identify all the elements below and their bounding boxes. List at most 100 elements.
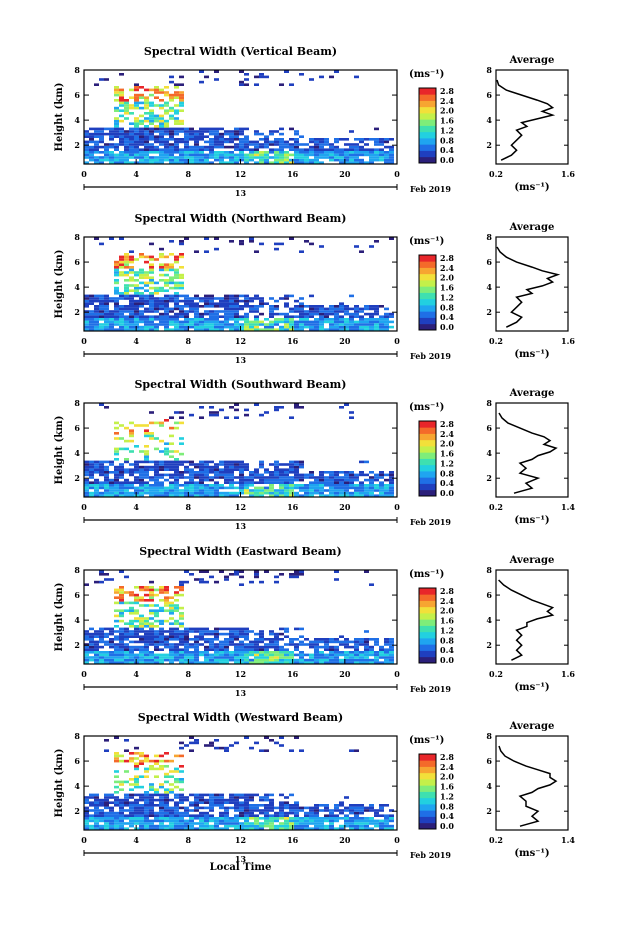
y-tick-label: 6 (74, 423, 80, 433)
colorbar-swatch (419, 100, 436, 108)
colorbar-swatch (419, 822, 436, 830)
colorbar-swatch (419, 656, 436, 664)
colorbar-swatch (419, 150, 436, 158)
panel-title: Spectral Width (Eastward Beam) (139, 545, 341, 558)
colorbar-swatch (419, 631, 436, 639)
colorbar-swatch (419, 471, 436, 478)
x-tick-label: 16 (287, 669, 299, 679)
average-y-tick-label: 8 (486, 565, 492, 575)
average-x-tick-label: 1.6 (561, 169, 575, 179)
colorbar-tick-label: 1.2 (440, 125, 454, 135)
colorbar-swatch (419, 804, 436, 811)
colorbar: 2.82.42.01.61.20.80.40.0 (418, 419, 454, 498)
colorbar-swatch (419, 156, 436, 164)
colorbar-swatch (419, 273, 436, 281)
colorbar-swatch (419, 311, 436, 318)
colorbar-tick-label: 2.0 (440, 772, 454, 782)
date-label: Feb 2019 (410, 351, 451, 361)
average-y-tick-label: 2 (486, 140, 492, 150)
date-tick-label: 13 (235, 188, 247, 198)
colorbar-tick-label: 1.6 (440, 616, 454, 626)
colorbar-swatch (419, 613, 436, 620)
colorbar-tick-label: 1.2 (440, 292, 454, 302)
colorbar-swatch (419, 791, 436, 799)
colorbar-swatch (419, 427, 436, 434)
colorbar-tick-label: 0.0 (440, 655, 454, 665)
colorbar-swatch (419, 588, 436, 595)
average-title: Average (509, 222, 555, 233)
x-tick-label: 16 (287, 336, 299, 346)
colorbar: 2.82.42.01.61.20.80.40.0 (418, 86, 454, 165)
average-x-tick-label: 0.2 (489, 336, 503, 346)
y-tick-label: 8 (74, 398, 80, 408)
y-tick-label: 4 (74, 615, 80, 625)
colorbar-unit: (ms⁻¹) (409, 236, 444, 247)
x-tick-label: 4 (133, 169, 139, 179)
average-x-tick-label: 0.2 (489, 669, 503, 679)
colorbar-swatch (419, 810, 436, 817)
average-profile-line (496, 246, 561, 328)
average-profile-line (498, 745, 558, 827)
colorbar-tick-label: 1.2 (440, 791, 454, 801)
colorbar-tick-label: 1.6 (440, 449, 454, 459)
panel-2: Spectral Width (Northward Beam) 2 4 6 8 Heigh… (54, 212, 575, 365)
average-x-tick-label: 0.2 (489, 835, 503, 845)
colorbar-swatch (419, 785, 436, 792)
x-tick-label: 4 (133, 835, 139, 845)
panel-3: Spectral Width (Southward Beam) 2 4 6 8 Heigh… (54, 378, 575, 531)
colorbar-swatch (419, 452, 436, 459)
panel-title: Spectral Width (Vertical Beam) (144, 45, 337, 58)
x-tick-label: 20 (339, 169, 351, 179)
y-tick-label: 4 (74, 115, 80, 125)
y-tick-label: 2 (74, 307, 80, 317)
colorbar-tick-label: 0.0 (440, 322, 454, 332)
average-frame (495, 569, 569, 665)
y-tick-label: 8 (74, 565, 80, 575)
colorbar-tick-label: 0.8 (440, 135, 454, 145)
x-tick-label: 0 (81, 502, 87, 512)
average-x-tick-label: 0.2 (489, 169, 503, 179)
x-tick-label: 8 (186, 502, 192, 512)
average-x-unit: (ms⁻¹) (514, 349, 549, 360)
x-tick-label: 0 (394, 169, 400, 179)
date-label: Feb 2019 (410, 184, 451, 194)
colorbar-swatch (419, 754, 436, 761)
colorbar-tick-label: 0.4 (440, 478, 454, 488)
colorbar-tick-label: 0.4 (440, 811, 454, 821)
average-profile-line (496, 79, 556, 161)
colorbar-swatch (419, 261, 436, 268)
average-x-tick-label: 0.2 (489, 502, 503, 512)
colorbar-swatch (419, 766, 436, 774)
x-tick-label: 0 (81, 169, 87, 179)
panel-title: Spectral Width (Southward Beam) (134, 378, 346, 391)
date-tick-label: 13 (235, 688, 247, 698)
x-tick-label: 12 (235, 835, 246, 845)
average-y-tick-label: 6 (486, 590, 492, 600)
y-tick-label: 8 (74, 65, 80, 75)
colorbar-tick-label: 1.2 (440, 625, 454, 635)
date-label: Feb 2019 (410, 850, 451, 860)
colorbar-tick-label: 0.8 (440, 801, 454, 811)
colorbar-tick-label: 0.4 (440, 312, 454, 322)
colorbar-tick-label: 0.4 (440, 145, 454, 155)
x-tick-label: 20 (339, 336, 351, 346)
colorbar-tick-label: 2.4 (440, 596, 454, 606)
average-x-tick-label: 1.6 (561, 336, 575, 346)
heatmap-cells (84, 570, 394, 664)
colorbar-tick-label: 2.4 (440, 263, 454, 273)
x-tick-label: 4 (133, 502, 139, 512)
colorbar-swatch (419, 594, 436, 601)
average-title: Average (509, 55, 555, 66)
average-x-unit: (ms⁻¹) (514, 515, 549, 526)
colorbar-unit: (ms⁻¹) (409, 569, 444, 580)
y-tick-label: 2 (74, 140, 80, 150)
colorbar-tick-label: 1.6 (440, 782, 454, 792)
colorbar-tick-label: 1.6 (440, 283, 454, 293)
y-tick-label: 6 (74, 756, 80, 766)
heatmap-cells (84, 736, 394, 830)
y-axis-label: Height (km) (54, 416, 65, 485)
colorbar-swatch (419, 267, 436, 275)
colorbar-swatch (419, 458, 436, 466)
colorbar-tick-label: 2.4 (440, 762, 454, 772)
average-y-tick-label: 4 (486, 615, 492, 625)
